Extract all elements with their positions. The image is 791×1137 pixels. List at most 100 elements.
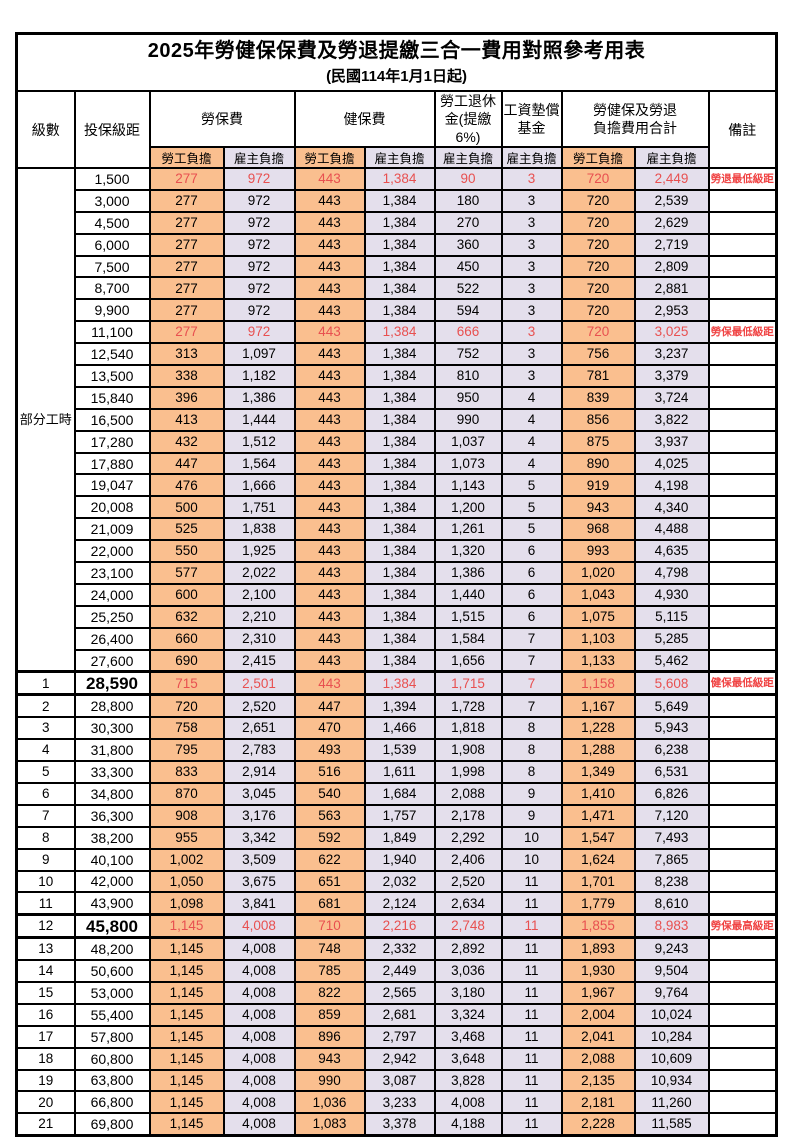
cell-salary: 57,800 [73,1024,151,1049]
cell-labor-employer: 4,008 [222,1068,296,1093]
cell-labor-self: 1,145 [148,1112,225,1137]
cell-note [707,495,778,520]
cell-note [707,1046,778,1071]
cell-wage-fund-employer: 9 [500,803,563,828]
cell-health-self: 443 [293,342,366,367]
cell-wage-fund-employer: 11 [500,959,563,983]
table-row: 19,047 476 1,666 443 1,384 1,143 5 919 4,198 [17,473,778,498]
table-row: 11,100 277 972 443 1,384 666 3 720 3,025 勞保最低級距 [17,320,778,345]
cell-labor-self: 600 [148,582,225,607]
cell-salary: 31,800 [73,738,151,763]
cell-labor-self: 1,145 [148,959,225,983]
cell-salary: 38,200 [73,825,151,850]
cell-wage-fund-employer: 3 [500,232,563,257]
cell-salary: 27,600 [73,648,151,674]
cell-pension-employer: 1,200 [433,495,503,520]
cell-level: 3 [15,716,76,741]
cell-pension-employer: 4,188 [433,1112,503,1137]
cell-salary: 55,400 [73,1002,151,1027]
cell-labor-self: 277 [148,254,225,279]
table-row: 15,840 396 1,386 443 1,384 950 4 839 3,724 [17,385,778,410]
cell-labor-employer: 972 [222,276,296,301]
cell-health-self: 443 [293,626,366,651]
cell-health-employer: 3,087 [363,1068,436,1093]
cell-labor-self: 447 [148,451,225,476]
cell-labor-self: 833 [148,760,225,784]
cell-note [707,980,778,1005]
cell-health-employer: 1,384 [363,495,436,520]
cell-health-self: 748 [293,936,366,962]
cell-level: 20 [15,1090,76,1115]
cell-labor-self: 1,050 [148,869,225,894]
cell-wage-fund-employer: 4 [500,385,563,410]
table-row: 7 36,300 908 3,176 563 1,757 2,178 9 1,471 7,120 [15,803,778,828]
subheader-health-employer: 雇主負擔 [363,146,436,169]
cell-labor-self: 1,145 [148,1068,225,1093]
cell-total-self: 1,158 [560,670,636,697]
cell-note [707,716,778,741]
table-row: 20 66,800 1,145 4,008 1,036 3,233 4,008 11 2,181… [15,1090,778,1115]
cell-note [707,451,778,476]
cell-health-self: 443 [293,364,366,388]
cell-health-self: 443 [293,473,366,498]
cell-salary: 17,280 [73,429,151,454]
table-row: 2 28,800 720 2,520 447 1,394 1,728 7 1,167 5,649 [15,693,778,719]
cell-pension-employer: 1,728 [433,693,503,719]
cell-health-employer: 1,384 [363,473,436,498]
cell-total-self: 993 [560,539,636,564]
cell-labor-employer: 4,008 [222,980,296,1005]
cell-health-employer: 1,384 [363,232,436,257]
cell-labor-employer: 1,666 [222,473,296,498]
cell-salary: 63,800 [73,1068,151,1093]
cell-pension-employer: 1,320 [433,539,503,564]
cell-pension-employer: 1,818 [433,716,503,741]
cell-health-employer: 1,384 [363,451,436,476]
table-row: 17 57,800 1,145 4,008 896 2,797 3,468 11 2,041 10… [15,1024,778,1049]
cell-labor-employer: 1,512 [222,429,296,454]
subheader-health-self: 勞工負擔 [293,146,366,169]
cell-health-employer: 1,384 [363,626,436,651]
cell-labor-employer: 4,008 [222,959,296,983]
cell-salary: 4,500 [73,210,151,235]
cell-wage-fund-employer: 3 [500,167,563,191]
cell-total-self: 1,701 [560,869,636,894]
cell-level: 21 [15,1112,76,1137]
cell-health-self: 443 [293,604,366,629]
cell-pension-employer: 180 [433,188,503,213]
cell-salary: 25,250 [73,604,151,629]
cell-total-employer: 9,764 [633,980,710,1005]
cell-labor-employer: 2,651 [222,716,296,741]
cell-labor-employer: 4,008 [222,1112,296,1137]
cell-total-self: 839 [560,385,636,410]
cell-labor-self: 1,145 [148,1090,225,1115]
cell-health-employer: 1,940 [363,847,436,872]
cell-health-self: 443 [293,582,366,607]
cell-pension-employer: 522 [433,276,503,301]
cell-note [707,539,778,564]
cell-labor-self: 277 [148,210,225,235]
cell-level: 12 [15,913,76,940]
cell-health-employer: 2,124 [363,891,436,916]
cell-total-employer: 9,243 [633,936,710,962]
cell-total-self: 2,041 [560,1024,636,1049]
cell-labor-self: 720 [148,693,225,719]
cell-total-self: 1,075 [560,604,636,629]
col-header-level: 級數 [15,90,76,169]
cell-health-self: 516 [293,760,366,784]
cell-salary: 53,000 [73,980,151,1005]
cell-pension-employer: 360 [433,232,503,257]
cell-total-employer: 10,024 [633,1002,710,1027]
cell-labor-self: 955 [148,825,225,850]
cell-note [707,693,778,719]
cell-pension-employer: 1,073 [433,451,503,476]
cell-labor-employer: 1,182 [222,364,296,388]
cell-health-employer: 1,384 [363,582,436,607]
cell-total-employer: 11,585 [633,1112,710,1137]
cell-wage-fund-employer: 3 [500,276,563,301]
cell-health-employer: 1,384 [363,210,436,235]
cell-total-self: 2,181 [560,1090,636,1115]
cell-labor-employer: 2,210 [222,604,296,629]
cell-wage-fund-employer: 11 [500,980,563,1005]
table-row: 10 42,000 1,050 3,675 651 2,032 2,520 11 1,701 8,… [15,869,778,894]
cell-labor-self: 1,098 [148,891,225,916]
